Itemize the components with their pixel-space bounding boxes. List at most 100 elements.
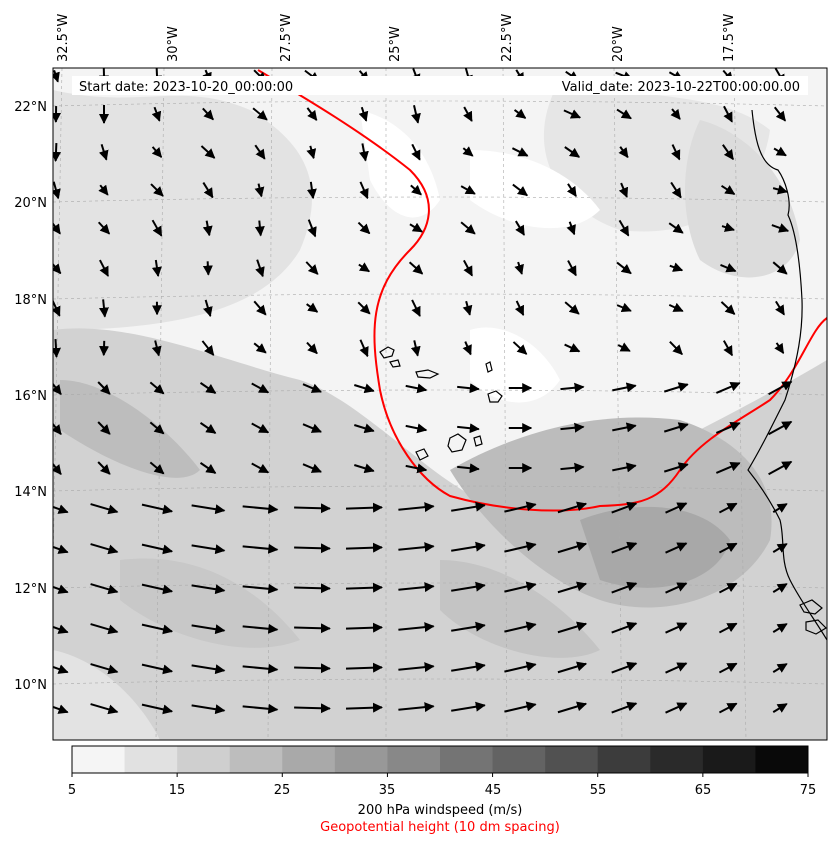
wind-vector-arrow <box>566 221 576 236</box>
wind-vector-arrow <box>512 183 528 197</box>
lat-label-10n: 10°N <box>14 678 47 693</box>
parallel-gridline <box>53 196 827 203</box>
wind-vector-arrow <box>149 381 165 395</box>
wind-vector-arrow <box>665 582 688 594</box>
wind-vector-arrow <box>718 502 738 514</box>
wind-vector-arrow <box>451 581 486 592</box>
wind-vector-arrow <box>504 621 537 633</box>
wind-vector-arrow <box>306 341 318 355</box>
wind-vector-arrow <box>663 382 689 393</box>
colorbar-frame <box>71 745 809 774</box>
colorbar-tick-labels: 5 15 25 35 45 55 65 75 <box>68 783 816 798</box>
wind-vector-arrow <box>199 462 217 474</box>
wind-vector-arrow <box>141 703 174 715</box>
colorbar-tick-label: 15 <box>169 783 186 798</box>
wind-vector-arrow <box>242 543 279 554</box>
wind-vector-arrow <box>302 423 322 433</box>
wind-vector-arrow <box>294 703 331 714</box>
wind-vector-arrow <box>150 183 164 197</box>
wind-vector-arrow <box>557 621 588 634</box>
wind-vector-arrow <box>398 502 435 513</box>
wind-vector-arrow <box>563 109 582 119</box>
wind-vector-arrow <box>191 584 226 595</box>
wind-vector-arrow <box>251 382 270 394</box>
wind-vector-arrow <box>242 703 279 714</box>
wind-vector-arrow <box>768 380 793 396</box>
wind-vector-arrow <box>354 463 375 474</box>
wind-vector-arrow <box>504 581 537 593</box>
wind-vector-arrow <box>251 422 270 434</box>
start-date-label: Start date: 2023-10-20_00:00:00 <box>79 80 293 95</box>
wind-vector-arrow <box>768 460 793 476</box>
wind-vector-arrow <box>141 583 174 595</box>
colorbar-tick-label: 55 <box>590 783 607 798</box>
wind-vector-arrow <box>618 182 629 198</box>
wind-vector-arrow <box>398 582 435 593</box>
wind-vector-arrow <box>564 343 581 353</box>
wind-vector-arrow <box>305 261 319 275</box>
longitude-labels: 32.5°W 30°W 27.5°W 25°W 22.5°W 20°W 17.5… <box>56 14 737 62</box>
wind-vector-arrow <box>451 661 486 672</box>
wind-vector-arrow <box>294 623 331 634</box>
wind-vector-arrow <box>53 504 69 514</box>
wind-vector-arrow <box>504 501 537 513</box>
wind-vector-arrow <box>772 702 788 714</box>
wind-vector-arrow <box>302 463 322 473</box>
wind-vector-arrow <box>567 260 577 277</box>
colorbar-tick-label: 5 <box>68 783 76 798</box>
wind-vector-arrow <box>359 339 369 358</box>
lat-label-14n: 14°N <box>14 485 47 500</box>
wind-vector-arrow <box>772 622 788 634</box>
meridian-gridline <box>733 68 747 740</box>
wind-vector-arrow <box>254 220 265 237</box>
colorbar-cell <box>755 746 809 773</box>
latitude-labels: 22°N 20°N 18°N 16°N 14°N 12°N 10°N <box>14 100 47 693</box>
colorbar-tick-label: 75 <box>800 783 817 798</box>
cape-verde-island-6 <box>447 433 467 453</box>
wind-vector-arrow <box>306 145 317 160</box>
wind-vector-arrow <box>618 219 630 237</box>
wind-vector-arrow <box>359 143 369 162</box>
wind-vector-arrow <box>199 382 217 394</box>
wind-vector-arrow <box>53 181 61 200</box>
wind-vector-arrow <box>504 541 537 553</box>
wind-vector-arrow <box>398 702 435 713</box>
wind-vector-arrow <box>463 106 473 122</box>
wind-vector-arrow <box>611 501 638 514</box>
windspeed-colorbar: 5 15 25 35 45 55 65 75 200 hPa windspeed… <box>68 745 816 835</box>
wind-vector-arrow <box>98 299 109 318</box>
wind-vector-arrow <box>90 503 119 515</box>
wind-vector-arrow <box>451 541 486 552</box>
lat-label-12n: 12°N <box>14 582 47 597</box>
wind-vector-arrow <box>504 701 537 713</box>
wind-vector-arrow <box>722 340 734 357</box>
wind-vector-arrow <box>722 144 734 161</box>
lon-label-20w: 20°W <box>611 26 626 62</box>
wind-vector-arrow <box>357 301 371 315</box>
wind-vector-arrow <box>398 542 435 553</box>
wind-vector-arrow <box>359 181 369 200</box>
wind-vector-arrow <box>462 146 474 157</box>
wind-vector-arrow <box>191 664 226 675</box>
cape-verde-island-2 <box>389 359 401 368</box>
wind-vector-arrow <box>463 259 473 277</box>
wind-vector-arrow <box>97 221 111 235</box>
wind-vector-arrow <box>254 144 266 160</box>
wind-vector-arrow <box>665 502 688 514</box>
wind-vector-arrow <box>141 543 174 555</box>
colorbar-tick-label: 25 <box>274 783 291 798</box>
wind-vector-arrow <box>768 420 793 436</box>
wind-vector-arrow <box>772 502 788 514</box>
wind-vector-arrow <box>405 463 428 474</box>
wind-vector-arrow <box>457 463 480 474</box>
wind-vector-arrow <box>566 183 577 197</box>
info-box <box>72 76 808 95</box>
wind-vector-arrow <box>665 622 688 634</box>
wind-vector-arrow <box>772 662 788 674</box>
wind-vector-arrow <box>409 222 423 233</box>
wind-vector-arrow <box>307 219 317 238</box>
wind-vector-arrow <box>721 222 735 232</box>
map-frame <box>52 67 828 741</box>
wind-vector-arrow <box>772 582 788 594</box>
wind-vector-arrow <box>611 621 638 634</box>
